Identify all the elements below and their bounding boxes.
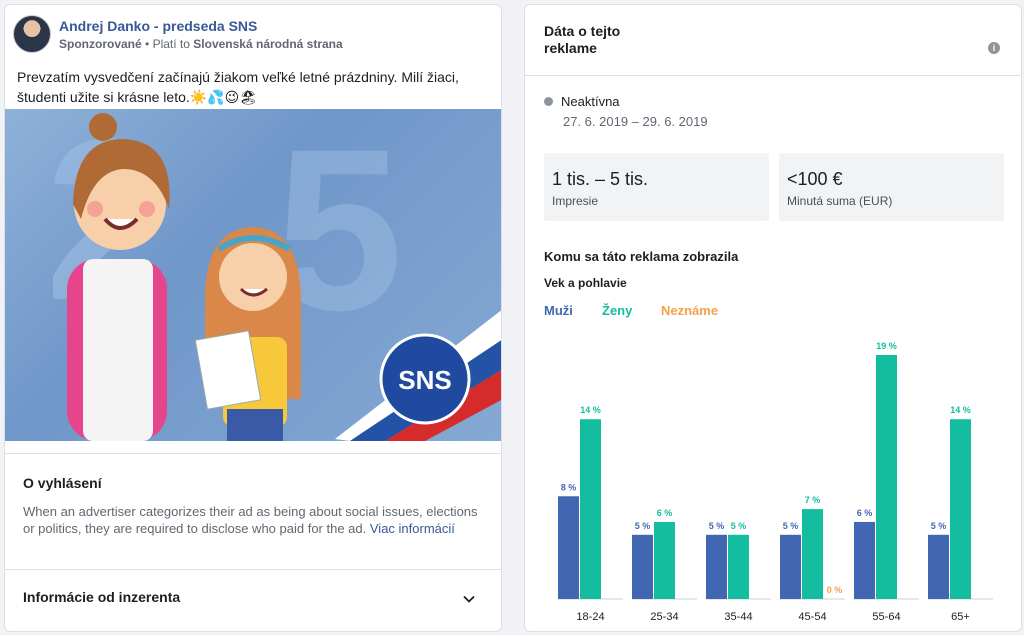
chart-bar [854,521,875,599]
age-gender-chart: 8 % 14 % 18-24 5 % 6 % 25-34 5 % 5 % 35-44 5 % 7 %… [558,341,993,623]
info-icon[interactable]: i [988,42,1000,54]
ad-text: Prevzatím vysvedčení začínajú žiakom veľ… [17,69,459,105]
chart-tick-label: 45-54 [798,611,826,623]
chart-data-label: 0 % [827,585,843,595]
impressions-value: 1 tis. – 5 tis. [552,169,649,189]
divider [5,453,501,454]
chart-bar [950,419,971,599]
spent-box: <100 € Minutá suma (EUR) [779,153,1004,221]
ad-card: Andrej Danko - predseda SNS Sponzorované… [4,4,502,632]
chart-tick-label: 35-44 [724,611,752,623]
chart-bar [802,509,823,599]
sns-logo-icon: SNS [379,333,471,425]
chart-bar [558,496,579,599]
divider [5,569,501,570]
spent-label: Minutá suma (EUR) [787,194,893,208]
chart-data-label: 5 % [709,521,725,531]
spent-value: <100 € [787,169,843,189]
chart-data-label: 14 % [580,405,601,415]
more-info-link[interactable]: Viac informácií [369,521,455,536]
separator-dot: • [145,36,153,51]
legend-men: Muži [544,303,573,318]
chart-bar [580,419,601,599]
impressions-box: 1 tis. – 5 tis. Impresie [544,153,769,221]
chart-data-label: 8 % [561,482,577,492]
chart-data-label: 5 % [931,521,947,531]
page-name-link[interactable]: Andrej Danko - predseda SNS [59,17,258,34]
ad-data-card: Dáta o tejto reklame i Neaktívna 27. 6. … [524,4,1022,632]
audience-title: Komu sa táto reklama zobrazila [544,249,739,264]
chart-tick-label: 18-24 [576,611,604,623]
woman-figure-icon [67,113,170,441]
impressions-label: Impresie [552,194,599,208]
avatar[interactable] [13,15,51,53]
ad-meta: Andrej Danko - predseda SNS Sponzorované… [59,18,343,51]
status-dot-icon [544,97,553,106]
chart-tick-label: 65+ [951,611,970,623]
sponsored-line: Sponzorované • Platí to Slovenská národn… [59,37,343,51]
chart-bar [654,521,675,599]
divider [525,75,1021,76]
data-panel-title: Dáta o tejto reklame [544,23,621,56]
chart-bar [706,534,727,599]
chart-bar [928,534,949,599]
chart-tick-label: 25-34 [650,611,678,623]
status-dates: 27. 6. 2019 – 29. 6. 2019 [563,114,708,129]
chart-data-label: 5 % [783,521,799,531]
paid-by-name: Slovenská národná strana [193,36,343,51]
chart-data-label: 7 % [805,495,821,505]
age-gender-title: Vek a pohlavie [544,276,627,290]
chart-data-label: 14 % [950,405,971,415]
chart-bar [876,355,897,599]
sponsored-label: Sponzorované [59,36,142,51]
chart-data-label: 6 % [857,508,873,518]
chart-bar [728,534,749,599]
girl-figure-icon [194,227,302,441]
chevron-down-icon[interactable] [463,593,475,605]
about-description: When an advertiser categorizes their ad … [23,504,478,536]
status-text: Neaktívna [561,94,620,109]
chart-data-label: 5 % [731,521,747,531]
ad-illustration-art: 2 5 [45,109,501,441]
chart-data-label: 6 % [657,508,673,518]
svg-text:SNS: SNS [398,365,451,395]
about-text: When an advertiser categorizes their ad … [23,503,483,537]
advertiser-info-toggle[interactable]: Informácie od inzerenta [23,589,181,605]
legend-unknown: Neznáme [661,303,719,318]
chart-bar [632,534,653,599]
ad-header: Andrej Danko - predseda SNS Sponzorované… [13,15,343,53]
paid-by-prefix: Platí to [152,36,190,51]
chart-data-label: 19 % [876,341,897,351]
chart-tick-label: 55-64 [872,611,900,623]
ad-illustration: 2 5 [5,109,501,441]
chart-bar [780,534,801,599]
chart-data-label: 5 % [635,521,651,531]
legend-women: Ženy [602,303,633,318]
about-title: O vyhlásení [23,475,102,491]
